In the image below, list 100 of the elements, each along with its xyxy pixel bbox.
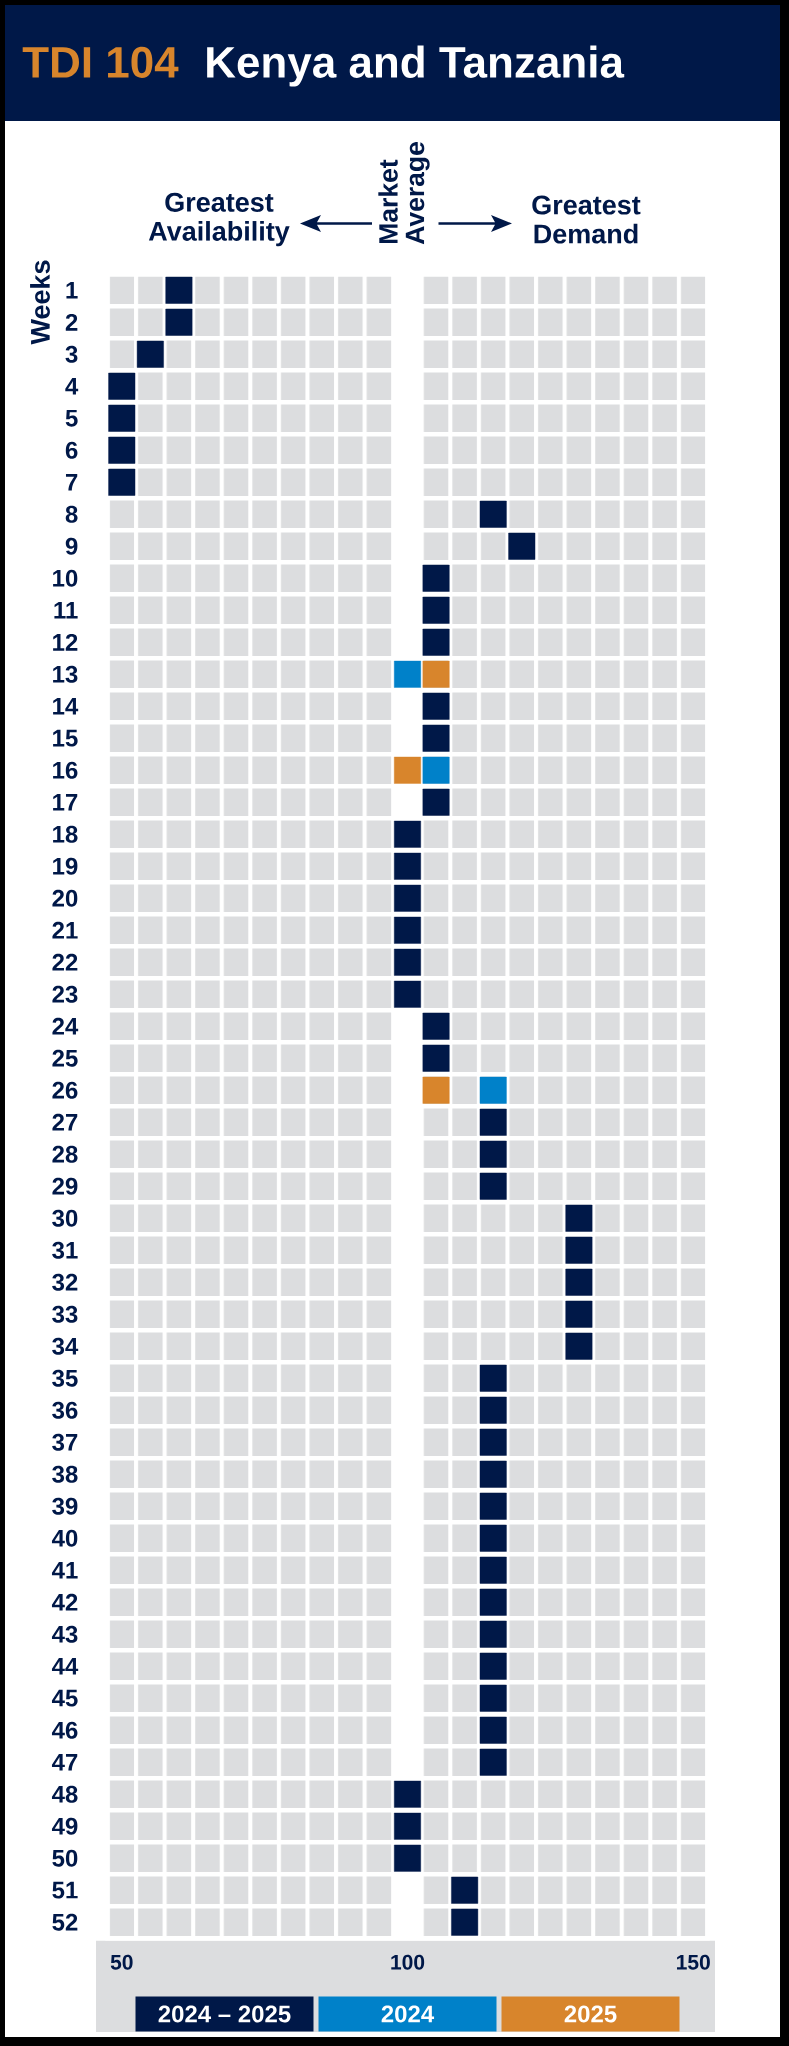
- point: [394, 884, 421, 912]
- y-tick-label: 27: [52, 1113, 78, 1131]
- y-tick-label: 51: [52, 1881, 78, 1899]
- y-tick-label: 32: [52, 1273, 78, 1291]
- x-tick-label: 150: [677, 1954, 710, 1970]
- point: [394, 948, 421, 976]
- y-tick-label: 30: [52, 1209, 78, 1227]
- y-tick-label: 48: [51, 1785, 78, 1803]
- point: [479, 1364, 507, 1392]
- point: [108, 436, 136, 464]
- y-tick-label: 22: [52, 953, 78, 971]
- point: [165, 276, 193, 304]
- point: [394, 820, 421, 848]
- point: [422, 788, 450, 816]
- y-tick-label: 41: [51, 1561, 78, 1579]
- point: [479, 1524, 507, 1552]
- point: [479, 1556, 507, 1584]
- point: [108, 468, 136, 496]
- y-axis-title: Weeks: [30, 260, 50, 345]
- y-tick-label: 17: [53, 793, 78, 811]
- y-tick-label: 50: [52, 1849, 78, 1867]
- y-tick-label: 19: [53, 857, 78, 875]
- point: [108, 372, 136, 400]
- point: [394, 756, 421, 784]
- y-tick-label: 7: [65, 474, 78, 491]
- y-tick-label: 9: [65, 537, 78, 555]
- point: [394, 916, 421, 944]
- text: Market Average: [378, 142, 430, 245]
- point: [394, 1780, 421, 1808]
- y-tick-label: 39: [52, 1497, 78, 1515]
- y-tick-label: 23: [52, 985, 78, 1003]
- y-tick-label: 10: [53, 569, 78, 587]
- y-tick-label: 34: [52, 1337, 79, 1355]
- point: [422, 596, 450, 624]
- y-tick-label: 33: [52, 1305, 78, 1323]
- y-tick-label: 43: [51, 1625, 78, 1643]
- text: 2024 – 2025: [158, 2005, 291, 2023]
- point: [422, 692, 450, 720]
- point: [479, 1748, 507, 1776]
- point: [165, 308, 193, 336]
- point: [479, 1716, 507, 1744]
- point: [479, 1428, 507, 1456]
- point: [479, 1460, 507, 1488]
- point: [565, 1332, 593, 1360]
- point: [479, 1652, 507, 1680]
- point: [422, 628, 450, 656]
- y-tick-label: 14: [53, 697, 79, 715]
- y-tick-label: 21: [52, 921, 78, 939]
- point: [479, 1076, 507, 1104]
- y-tick-label: 2: [65, 313, 78, 331]
- y-tick-label: 15: [53, 729, 78, 747]
- point: [136, 340, 164, 368]
- y-tick-label: 40: [51, 1529, 78, 1547]
- point: [565, 1268, 593, 1296]
- point: [451, 1908, 479, 1936]
- y-tick-label: 8: [65, 505, 78, 523]
- y-tick-label: 20: [52, 889, 78, 907]
- point: [108, 404, 136, 432]
- x-tick-label: 100: [391, 1954, 425, 1970]
- point: [479, 1684, 507, 1712]
- point: [422, 724, 450, 752]
- point: [394, 1812, 421, 1840]
- point: [479, 1108, 507, 1136]
- point: [565, 1300, 593, 1328]
- y-tick-label: 3: [65, 345, 78, 363]
- point: [451, 1876, 479, 1904]
- chart-title: TDI 104: [22, 46, 179, 78]
- point: [508, 532, 536, 560]
- point: [422, 1044, 450, 1072]
- y-tick-label: 4: [65, 378, 79, 395]
- y-tick-label: 52: [52, 1913, 78, 1931]
- y-tick-label: 38: [52, 1465, 78, 1483]
- point: [394, 660, 421, 688]
- y-tick-label: 24: [52, 1017, 79, 1035]
- y-tick-label: 35: [52, 1369, 78, 1387]
- y-tick-label: 45: [51, 1689, 78, 1707]
- point: [479, 1140, 507, 1168]
- point: [422, 660, 450, 688]
- text: 2024: [381, 2005, 435, 2023]
- x-tick-label: 50: [110, 1954, 133, 1970]
- y-tick-label: 47: [51, 1753, 78, 1771]
- y-tick-label: 28: [52, 1145, 78, 1163]
- point: [394, 852, 421, 880]
- text: 2025: [564, 2005, 617, 2023]
- y-tick-label: 44: [51, 1657, 79, 1675]
- y-tick-label: 13: [53, 665, 78, 683]
- point: [479, 1172, 507, 1200]
- point: [565, 1204, 593, 1232]
- y-tick-label: 37: [52, 1433, 78, 1451]
- y-tick-label: 18: [53, 825, 78, 843]
- text: Greatest Demand: [532, 195, 641, 244]
- y-tick-label: 46: [51, 1721, 78, 1739]
- y-tick-label: 31: [52, 1241, 78, 1259]
- point: [479, 500, 507, 528]
- y-tick-label: 49: [51, 1817, 78, 1835]
- point: [565, 1236, 593, 1264]
- y-tick-label: 12: [53, 633, 78, 651]
- point: [422, 1076, 450, 1104]
- point: [479, 1588, 507, 1616]
- y-tick-label: 16: [53, 761, 78, 779]
